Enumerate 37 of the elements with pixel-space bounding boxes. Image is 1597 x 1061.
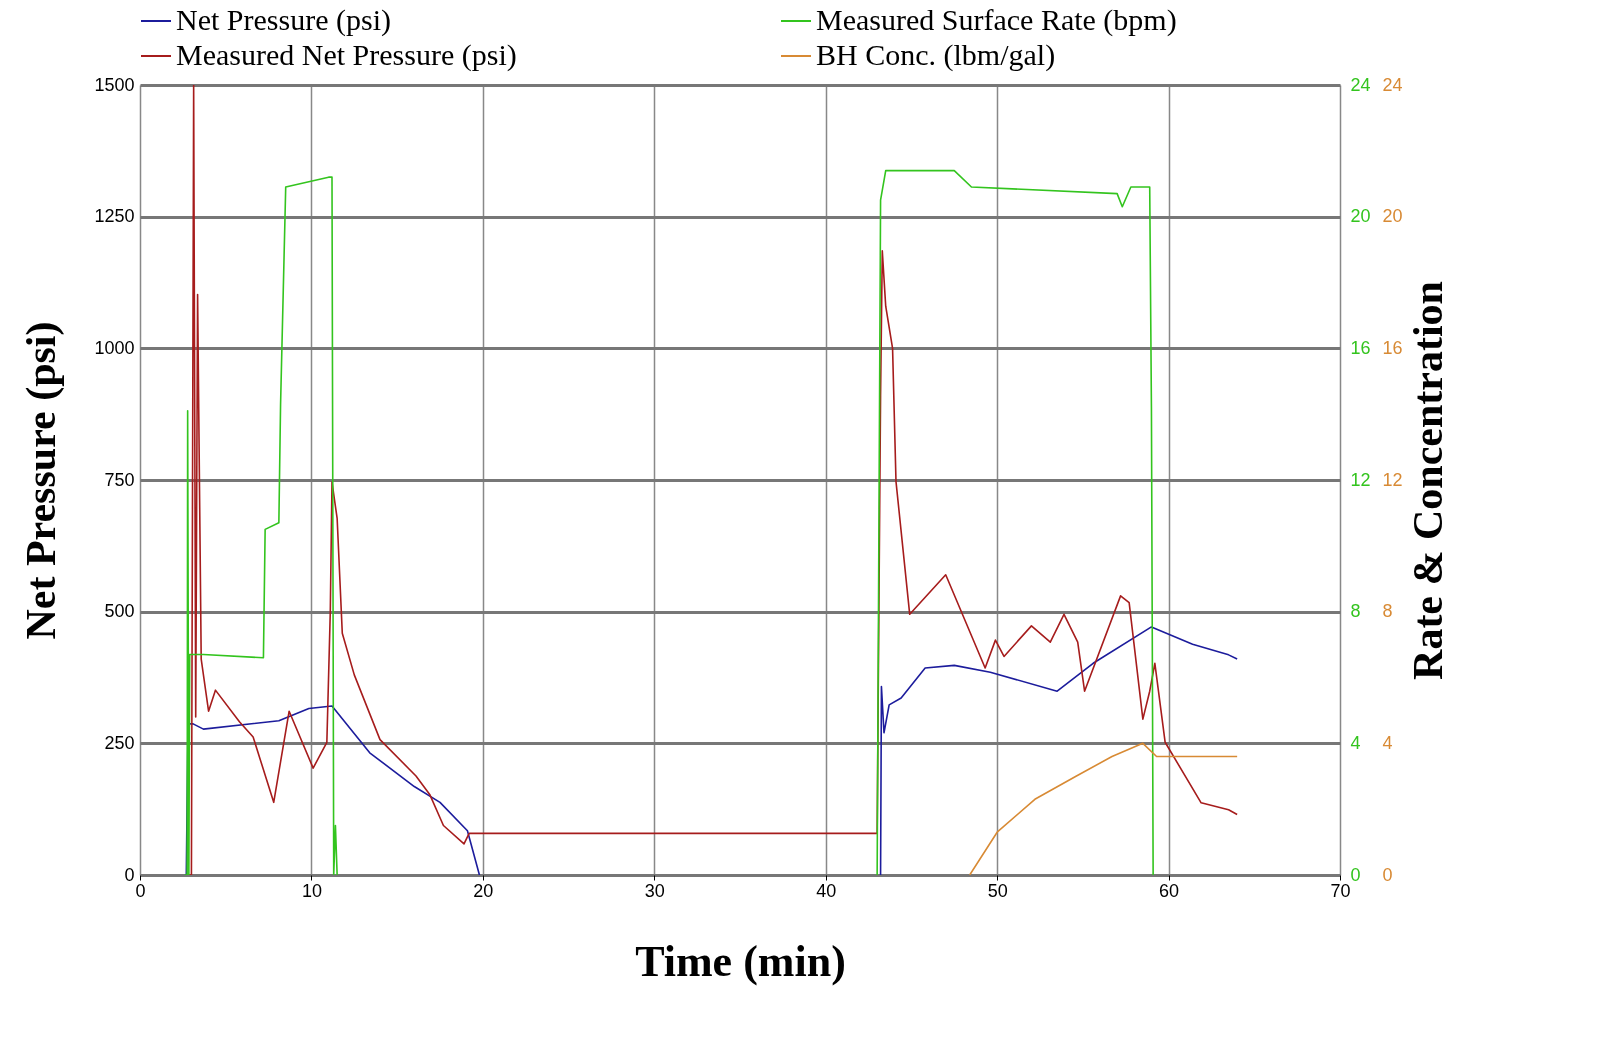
y-tick-label: 1250: [94, 206, 135, 227]
line-series: [187, 85, 1238, 875]
line-series: [968, 742, 1238, 875]
y-tick-label: 1500: [94, 74, 135, 95]
y3-tick-label: 16: [1382, 337, 1403, 358]
y2-tick-label: 20: [1350, 206, 1371, 227]
x-tick-label: 50: [987, 880, 1008, 901]
y-tick-label: 1000: [94, 337, 135, 358]
y3-tick-label: 12: [1382, 469, 1403, 490]
legend-label: BH Conc. (lbm/gal): [816, 38, 1056, 72]
y-tick-label: 750: [104, 469, 135, 490]
legend-label: Measured Net Pressure (psi): [176, 38, 517, 72]
y3-tick-label: 20: [1382, 206, 1403, 227]
y-tick-label: 0: [124, 864, 135, 885]
y2-tick-label: 12: [1350, 469, 1371, 490]
y2-tick-label: 8: [1350, 601, 1361, 622]
x-axis-title: Time (min): [635, 936, 846, 986]
y3-tick-label: 24: [1382, 74, 1403, 95]
y2-tick-label: 0: [1350, 864, 1361, 885]
legend-label: Measured Surface Rate (bpm): [816, 3, 1177, 37]
x-tick-label: 10: [301, 880, 322, 901]
y2-tick-label: 4: [1350, 732, 1361, 753]
y2-tick-label: 24: [1350, 74, 1371, 95]
y2-axis-title: Rate & Concentration: [1404, 281, 1451, 680]
x-tick-label: 70: [1330, 880, 1351, 901]
y3-tick-label: 4: [1382, 732, 1393, 753]
y2-tick-label: 16: [1350, 337, 1371, 358]
y3-tick-label: 8: [1382, 601, 1393, 622]
legend-label: Net Pressure (psi): [176, 3, 391, 37]
y-tick-label: 250: [104, 732, 135, 753]
x-tick-label: 30: [644, 880, 665, 901]
x-tick-label: 20: [473, 880, 494, 901]
x-tick-label: 40: [816, 880, 837, 901]
y-axis-title: Net Pressure (psi): [18, 321, 66, 640]
x-tick-label: 60: [1159, 880, 1180, 901]
y3-tick-label: 0: [1382, 864, 1393, 885]
y-tick-label: 500: [104, 601, 135, 622]
